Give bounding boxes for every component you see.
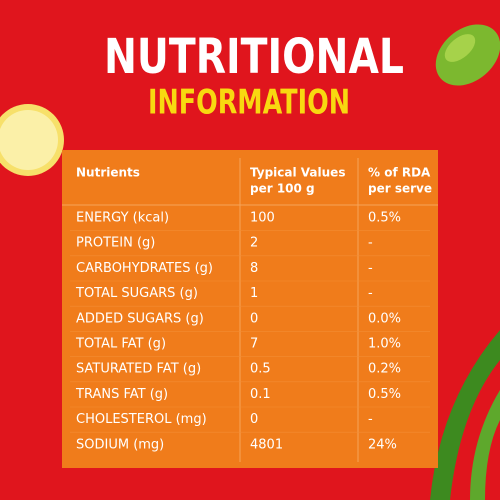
table-cell: TRANS FAT (g) — [75, 387, 168, 402]
table-cell: 1.0% — [368, 337, 401, 352]
table-cell: SATURATED FAT (g) — [76, 362, 201, 377]
table-cell: 0.5 — [250, 362, 271, 377]
table-cell: 8 — [250, 261, 258, 276]
column-header: Typical Values — [250, 166, 345, 180]
column-header: % of RDA — [368, 166, 431, 180]
leaves — [430, 330, 500, 500]
table-cell: - — [368, 261, 373, 276]
table-cell: CARBOHYDRATES (g) — [76, 261, 213, 276]
table-cell: 0 — [250, 311, 258, 326]
table-cell: TOTAL SUGARS (g) — [75, 286, 198, 301]
table-cell: 7 — [250, 337, 258, 352]
table-cell: 0.5% — [368, 387, 401, 402]
table-cell: SODIUM (mg) — [76, 437, 164, 452]
table-cell: 0.2% — [368, 362, 401, 377]
title: NUTRITIONAL — [104, 29, 404, 85]
table-cell: 4801 — [250, 437, 283, 452]
table-cell: CHOLESTEROL (mg) — [76, 412, 207, 427]
table-cell: TOTAL FAT (g) — [75, 337, 166, 352]
table-cell: - — [368, 286, 373, 301]
column-header: Nutrients — [76, 166, 140, 180]
column-header: per 100 g — [250, 182, 315, 196]
table-panel — [62, 150, 438, 468]
table-cell: 0 — [250, 412, 258, 427]
lemon — [0, 104, 64, 176]
column-header: per serve — [368, 182, 432, 196]
mango — [435, 24, 500, 86]
subtitle: INFORMATION — [148, 83, 350, 123]
table-cell: 0.1 — [250, 387, 271, 402]
table-cell: 24% — [368, 437, 397, 452]
table-cell: 100 — [250, 211, 275, 226]
table-cell: ENERGY (kcal) — [76, 211, 169, 226]
table-grid — [62, 158, 438, 462]
table-cell: 0.0% — [368, 311, 401, 326]
table-cell: ADDED SUGARS (g) — [76, 311, 204, 326]
table-cell: 1 — [250, 286, 258, 301]
table-cell: 0.5% — [368, 211, 401, 226]
table-cell: PROTEIN (g) — [76, 236, 155, 251]
table-cell: - — [368, 412, 373, 427]
table-cell: - — [368, 236, 373, 251]
table-cell: 2 — [250, 236, 258, 251]
